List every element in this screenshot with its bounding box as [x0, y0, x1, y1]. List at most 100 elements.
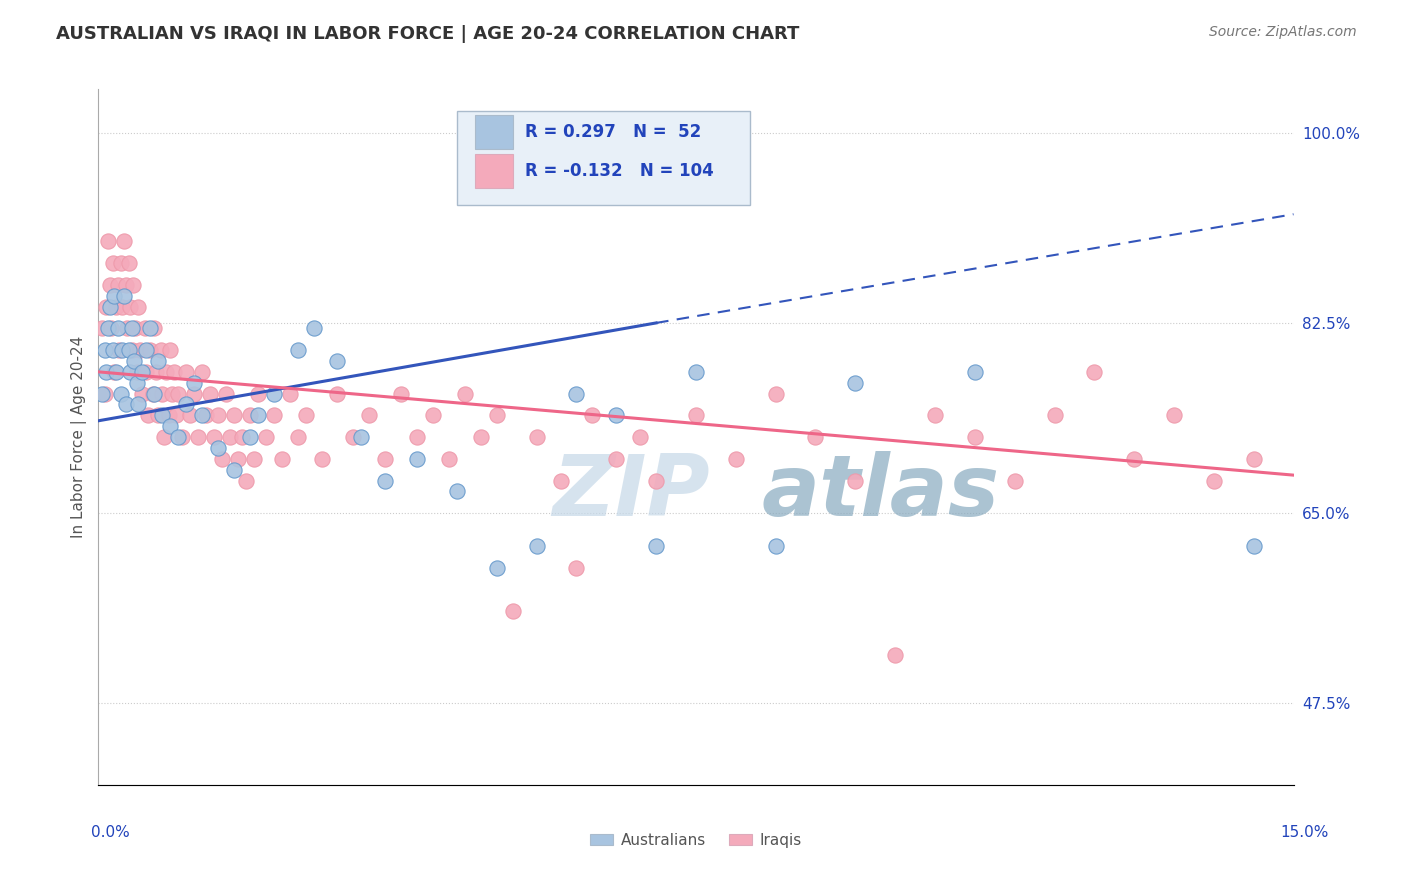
Y-axis label: In Labor Force | Age 20-24: In Labor Force | Age 20-24	[72, 336, 87, 538]
Point	[198, 386, 221, 401]
FancyBboxPatch shape	[457, 112, 749, 205]
Point	[454, 386, 477, 401]
Point	[724, 451, 747, 466]
FancyBboxPatch shape	[475, 153, 513, 187]
Point	[145, 365, 167, 379]
Point	[127, 300, 149, 314]
Point	[202, 430, 225, 444]
Point	[136, 409, 159, 423]
Point	[195, 409, 218, 423]
Point	[645, 474, 668, 488]
Point	[174, 397, 197, 411]
Point	[142, 386, 165, 401]
Point	[96, 365, 118, 379]
Point	[302, 321, 325, 335]
Point	[94, 343, 117, 357]
Point	[844, 376, 866, 390]
Point	[124, 354, 146, 368]
Point	[470, 430, 492, 444]
Point	[263, 386, 285, 401]
Point	[118, 256, 141, 270]
Point	[139, 321, 162, 335]
Point	[103, 365, 125, 379]
Point	[287, 343, 309, 357]
Point	[97, 321, 120, 335]
Point	[118, 343, 141, 357]
Point	[359, 409, 381, 423]
Point	[239, 430, 262, 444]
Text: R = 0.297   N =  52: R = 0.297 N = 52	[524, 123, 702, 141]
Point	[326, 354, 349, 368]
Point	[172, 430, 194, 444]
Point	[485, 560, 508, 574]
Point	[114, 277, 136, 292]
Point	[100, 321, 122, 335]
Point	[963, 365, 986, 379]
Point	[159, 343, 181, 357]
Point	[685, 365, 707, 379]
Point	[406, 451, 429, 466]
Point	[844, 474, 866, 488]
Point	[239, 409, 262, 423]
Point	[174, 365, 197, 379]
Point	[211, 451, 233, 466]
Point	[342, 430, 364, 444]
Point	[122, 277, 145, 292]
Point	[179, 409, 201, 423]
Point	[148, 354, 170, 368]
Point	[243, 451, 266, 466]
Text: 15.0%: 15.0%	[1281, 825, 1329, 840]
Point	[135, 365, 157, 379]
Point	[246, 386, 269, 401]
Point	[219, 430, 242, 444]
Point	[150, 386, 173, 401]
Text: ZIP: ZIP	[553, 451, 710, 534]
Point	[222, 409, 245, 423]
Point	[406, 430, 429, 444]
Point	[765, 386, 787, 401]
Point	[374, 451, 396, 466]
Point	[263, 409, 285, 423]
Point	[97, 235, 120, 249]
Point	[150, 409, 173, 423]
Point	[963, 430, 986, 444]
Point	[148, 409, 170, 423]
Text: AUSTRALIAN VS IRAQI IN LABOR FORCE | AGE 20-24 CORRELATION CHART: AUSTRALIAN VS IRAQI IN LABOR FORCE | AGE…	[56, 25, 800, 43]
Point	[131, 365, 153, 379]
Point	[191, 365, 214, 379]
Point	[107, 277, 129, 292]
Point	[131, 386, 153, 401]
Point	[91, 386, 114, 401]
Point	[112, 289, 135, 303]
Point	[278, 386, 301, 401]
Point	[111, 300, 134, 314]
Point	[550, 474, 572, 488]
Point	[645, 539, 668, 553]
Point	[1123, 451, 1146, 466]
Point	[884, 648, 907, 662]
Point	[167, 386, 190, 401]
Point	[605, 451, 627, 466]
Text: 0.0%: 0.0%	[91, 825, 131, 840]
Point	[183, 376, 205, 390]
Point	[231, 430, 253, 444]
Point	[149, 343, 172, 357]
Point	[110, 386, 132, 401]
Point	[226, 451, 249, 466]
Point	[565, 386, 588, 401]
Point	[350, 430, 373, 444]
Point	[94, 386, 117, 401]
Point	[159, 419, 181, 434]
Point	[235, 474, 257, 488]
Point	[98, 300, 122, 314]
Point	[1004, 474, 1026, 488]
Point	[526, 430, 548, 444]
Point	[389, 386, 412, 401]
Point	[101, 256, 124, 270]
Point	[215, 386, 238, 401]
Point	[187, 430, 209, 444]
Point	[502, 604, 524, 618]
Point	[139, 343, 162, 357]
Point	[115, 321, 138, 335]
Point	[152, 430, 174, 444]
